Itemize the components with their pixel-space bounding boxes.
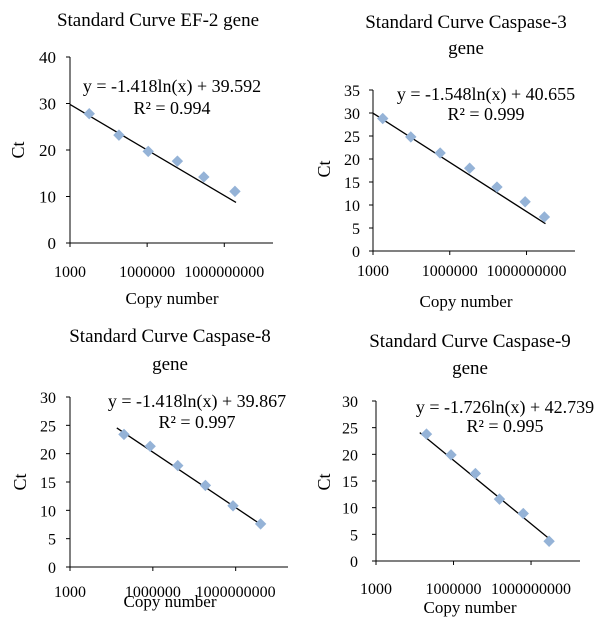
y-tick-label: 10 xyxy=(344,198,360,215)
data-point xyxy=(229,185,241,198)
y-tick-label: 20 xyxy=(344,152,360,169)
y-tick-label: 5 xyxy=(350,527,358,544)
x-tick-label: 1000 xyxy=(360,581,392,598)
x-tick-label: 1000 xyxy=(357,263,389,280)
y-tick-label: 30 xyxy=(342,394,358,411)
ef2-panel: Standard Curve EF-2 gene 0 10 20 30 40 1000 100… xyxy=(8,10,273,308)
y-tick-label: 0 xyxy=(48,234,57,253)
y-tick-label: 25 xyxy=(40,418,56,435)
y-tick-label: 30 xyxy=(39,95,56,114)
y-tick-label: 25 xyxy=(342,421,358,438)
data-point xyxy=(83,108,95,120)
data-point xyxy=(491,181,503,193)
data-point xyxy=(538,211,551,223)
x-axis-label: Copy number xyxy=(423,598,516,617)
data-point xyxy=(171,155,184,167)
data-point xyxy=(517,507,529,520)
x-tick-label: 1000 xyxy=(54,584,86,601)
chart-title: Standard Curve EF-2 gene xyxy=(57,10,259,31)
data-point xyxy=(543,535,555,547)
x-tick-label: 1000000 xyxy=(422,263,478,280)
y-tick-label: 20 xyxy=(40,447,56,464)
chart-title: gene xyxy=(452,358,488,379)
r-squared-label: R² = 0.995 xyxy=(466,416,543,436)
data-point xyxy=(198,171,210,183)
y-tick-label: 15 xyxy=(344,175,360,192)
x-tick-label: 1000000000 xyxy=(487,263,567,280)
y-tick-label: 15 xyxy=(342,474,358,491)
y-axis-label: Ct xyxy=(10,473,30,490)
y-tick-label: 0 xyxy=(350,554,358,571)
y-axis-label: Ct xyxy=(314,473,334,490)
trendline-equation: y = -1.726ln(x) + 42.739 xyxy=(416,397,594,418)
y-tick-label: 20 xyxy=(342,447,358,464)
data-point xyxy=(377,112,389,125)
data-point xyxy=(519,196,531,208)
trendline xyxy=(372,112,546,225)
y-tick-label: 30 xyxy=(344,106,360,123)
x-axis-label: Copy number xyxy=(419,292,512,311)
y-tick-label: 40 xyxy=(39,48,56,67)
trendline-equation: y = -1.418ln(x) + 39.867 xyxy=(108,391,286,412)
data-point xyxy=(405,131,417,143)
r-squared-label: R² = 0.997 xyxy=(158,412,235,432)
data-point xyxy=(144,440,156,453)
chart-title: Standard Curve Caspase-8 xyxy=(69,326,271,347)
x-tick-label: 1000000 xyxy=(426,581,482,598)
r-squared-label: R² = 0.994 xyxy=(133,98,210,118)
trendline xyxy=(419,432,551,541)
data-point xyxy=(142,145,154,158)
x-tick-label: 1000000000 xyxy=(491,581,571,598)
data-point xyxy=(254,518,267,530)
y-tick-label: 10 xyxy=(40,503,56,520)
data-point xyxy=(434,147,446,159)
data-point xyxy=(463,162,476,174)
y-tick-label: 10 xyxy=(39,188,56,207)
y-tick-label: 35 xyxy=(344,83,360,100)
data-point xyxy=(493,493,506,505)
y-tick-label: 0 xyxy=(352,244,360,261)
trendline-equation: y = -1.548ln(x) + 40.655 xyxy=(397,84,575,105)
data-point xyxy=(172,459,184,472)
y-tick-label: 10 xyxy=(342,501,358,518)
x-tick-label: 1000 xyxy=(54,264,86,281)
y-tick-label: 25 xyxy=(344,129,360,146)
r-squared-label: R² = 0.999 xyxy=(447,104,524,124)
y-tick-label: 5 xyxy=(48,532,56,549)
x-tick-label: 1000000000 xyxy=(196,584,276,601)
x-tick-label: 1000000 xyxy=(125,584,181,601)
y-tick-label: 30 xyxy=(40,390,56,407)
caspase9-panel: Standard Curve Caspase-9 gene 0 5 10 15 20 25 30… xyxy=(314,331,594,617)
trendline xyxy=(116,427,263,526)
trendline xyxy=(69,103,237,204)
data-point xyxy=(469,467,482,480)
data-point xyxy=(118,428,130,441)
chart-title: Standard Curve Caspase-3 xyxy=(365,12,567,33)
caspase8-panel: Standard Curve Caspase-8 gene 0 5 10 15 20 25 30… xyxy=(10,326,288,611)
y-axis-label: Ct xyxy=(314,160,334,177)
y-axis-label: Ct xyxy=(8,141,28,158)
chart-title: gene xyxy=(152,354,188,375)
data-point xyxy=(445,449,457,461)
data-point xyxy=(420,428,433,440)
y-tick-label: 0 xyxy=(48,560,56,577)
x-tick-label: 1000000000 xyxy=(184,264,264,281)
chart-title: gene xyxy=(448,38,484,59)
chart-title: Standard Curve Caspase-9 xyxy=(369,331,571,352)
x-tick-label: 1000000 xyxy=(119,264,175,281)
x-axis-label: Copy number xyxy=(123,592,216,611)
data-point xyxy=(227,500,239,512)
data-point xyxy=(199,479,212,492)
y-tick-label: 5 xyxy=(352,221,360,238)
data-point xyxy=(113,129,125,141)
trendline-equation: y = -1.418ln(x) + 39.592 xyxy=(83,76,261,97)
y-tick-label: 20 xyxy=(39,141,56,160)
caspase3-panel: Standard Curve Caspase-3 gene 0 5 10 15 20 25 30… xyxy=(314,12,575,311)
y-tick-label: 15 xyxy=(40,475,56,492)
x-axis-label: Copy number xyxy=(125,289,218,308)
